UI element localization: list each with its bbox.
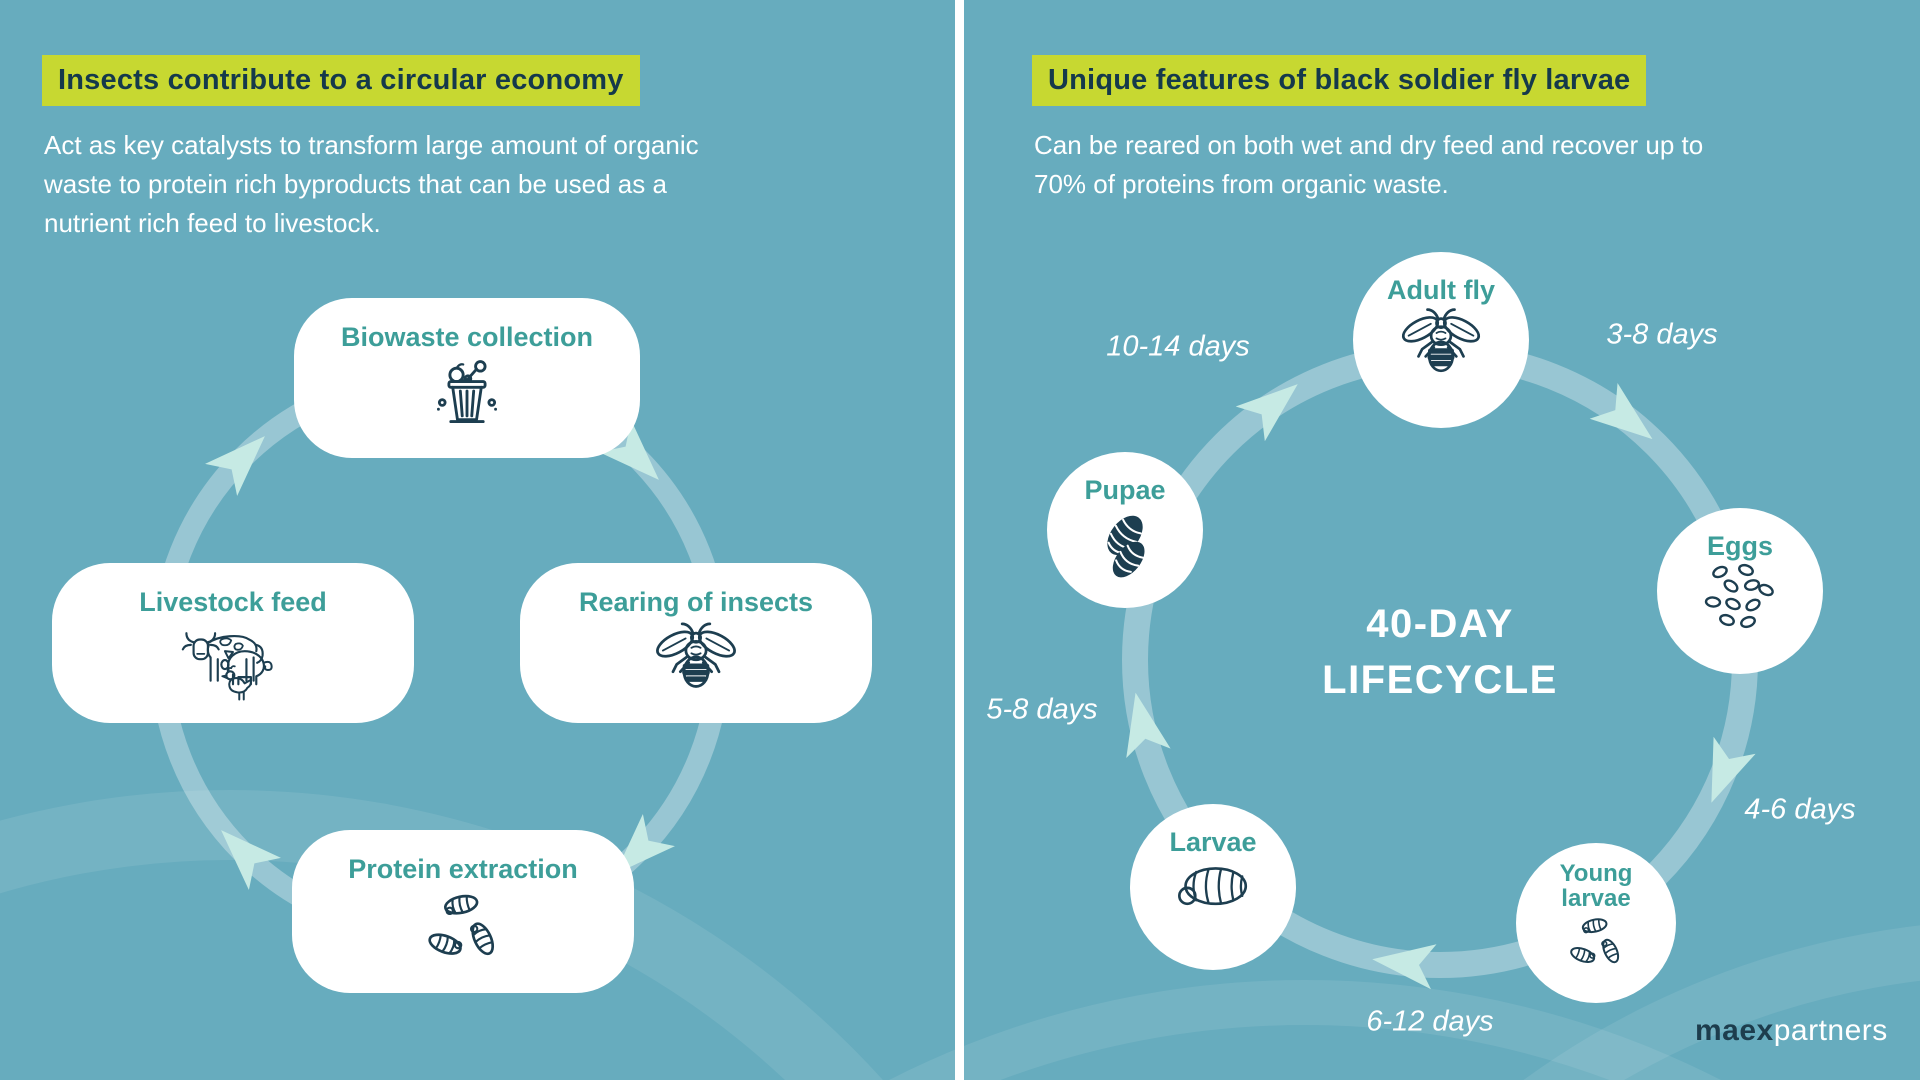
stage-circle-adult-fly: Adult fly bbox=[1353, 252, 1529, 428]
panel-divider bbox=[955, 0, 964, 1080]
stage-circle-pupae: Pupae bbox=[1047, 452, 1203, 608]
cycle-card-rearing-of-insects: Rearing of insects bbox=[520, 563, 872, 723]
stage-label: Young larvae bbox=[1559, 860, 1633, 913]
larvae-group-icon bbox=[420, 885, 506, 976]
duration-label-adult-to-eggs: 3-8 days bbox=[1606, 318, 1718, 351]
logo-bold-part: maex bbox=[1695, 1014, 1774, 1047]
logo-light-part: partners bbox=[1773, 1014, 1888, 1047]
left-panel-subtitle: Act as key catalysts to transform large … bbox=[44, 130, 699, 238]
card-label: Biowaste collection bbox=[340, 322, 594, 352]
cycle-card-protein-extraction: Protein extraction bbox=[292, 830, 634, 993]
maexpartners-logo: maexpartners bbox=[1695, 1014, 1888, 1048]
larva-icon bbox=[1161, 856, 1265, 923]
waste-bin-icon bbox=[419, 353, 515, 438]
bee-icon bbox=[650, 618, 742, 701]
card-label: Livestock feed bbox=[139, 587, 327, 617]
lifecycle-center-text: 40-DAY LIFECYCLE bbox=[1322, 596, 1558, 708]
fly-icon bbox=[1396, 304, 1486, 385]
cycle-card-livestock-feed: Livestock feed bbox=[52, 563, 414, 723]
lifecycle-duration: 40-DAY bbox=[1366, 602, 1514, 646]
pupae-icon bbox=[1083, 504, 1167, 593]
duration-label-pupae-to-adult: 10-14 days bbox=[1106, 330, 1250, 363]
stage-label: Pupae bbox=[1084, 475, 1166, 505]
stage-circle-young-larvae: Young larvae bbox=[1516, 843, 1676, 1003]
stage-label: Eggs bbox=[1706, 531, 1773, 561]
eggs-icon bbox=[1698, 560, 1782, 637]
lifecycle-word: LIFECYCLE bbox=[1322, 658, 1558, 702]
livestock-icon bbox=[170, 618, 296, 709]
stage-label: Adult fly bbox=[1387, 275, 1495, 305]
young-larvae-icon bbox=[1564, 911, 1628, 980]
stage-circle-eggs: Eggs bbox=[1657, 508, 1823, 674]
duration-label-young-larvae-to-larvae: 6-12 days bbox=[1366, 1005, 1494, 1038]
right-panel-title: Unique features of black soldier fly lar… bbox=[1032, 55, 1647, 106]
right-panel-subtitle: Can be reared on both wet and dry feed a… bbox=[1034, 130, 1704, 199]
stage-circle-larvae: Larvae bbox=[1130, 804, 1296, 970]
duration-label-eggs-to-young-larvae: 4-6 days bbox=[1744, 793, 1856, 826]
left-panel-title: Insects contribute to a circular economy bbox=[42, 55, 640, 106]
stage-label: Larvae bbox=[1169, 827, 1257, 857]
cycle-card-biowaste-collection: Biowaste collection bbox=[294, 298, 640, 458]
card-label: Rearing of insects bbox=[578, 587, 814, 617]
card-label: Protein extraction bbox=[348, 854, 578, 884]
duration-label-larvae-to-pupae: 5-8 days bbox=[986, 693, 1098, 726]
